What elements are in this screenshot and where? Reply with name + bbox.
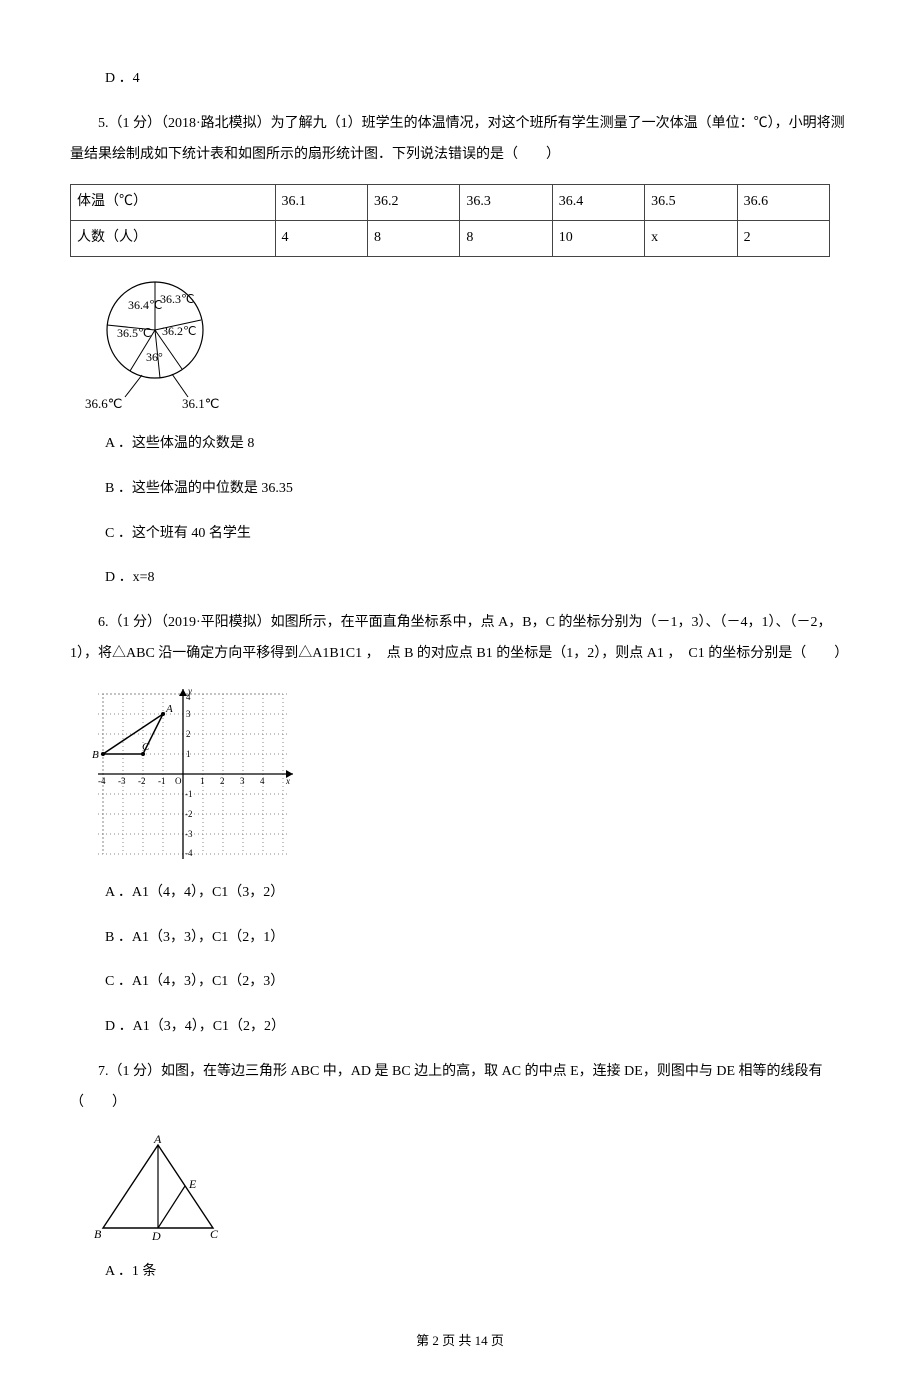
q5-table: 体温（℃） 36.1 36.2 36.3 36.4 36.5 36.6 人数（人… xyxy=(70,184,830,257)
pie-label-364: 36.4℃ xyxy=(128,298,162,312)
label-E: E xyxy=(188,1177,197,1191)
page-footer: 第 2 页 共 14 页 xyxy=(70,1327,850,1356)
q6-option-b: B ．A1（3，3），C1（2，1） xyxy=(70,923,850,954)
svg-text:-2: -2 xyxy=(185,809,193,819)
svg-text:-1: -1 xyxy=(158,776,166,786)
label-A: A xyxy=(153,1133,162,1146)
pie-label-366: 36.6℃ xyxy=(85,396,122,411)
svg-text:-2: -2 xyxy=(138,776,146,786)
q6-option-c: C ．A1（4，3），C1（2，3） xyxy=(70,967,850,998)
svg-text:3: 3 xyxy=(186,709,191,719)
svg-text:-3: -3 xyxy=(118,776,126,786)
q4-option-d: D ．4 xyxy=(70,64,850,95)
svg-text:C: C xyxy=(142,741,150,753)
svg-text:4: 4 xyxy=(260,776,265,786)
table-row: 人数（人） 4 8 8 10 x 2 xyxy=(71,221,830,257)
pie-label-363: 36.3℃ xyxy=(160,292,194,306)
th-count: 人数（人） xyxy=(71,221,276,257)
svg-text:y: y xyxy=(187,686,192,696)
table-row: 体温（℃） 36.1 36.2 36.3 36.4 36.5 36.6 xyxy=(71,185,830,221)
q7-option-a: A ．1 条 xyxy=(70,1257,850,1288)
svg-text:-1: -1 xyxy=(185,789,193,799)
svg-text:2: 2 xyxy=(220,776,225,786)
svg-text:x: x xyxy=(285,776,290,786)
q6-option-a: A ．A1（4，4），C1（3，2） xyxy=(70,878,850,909)
q5-option-a: A ．这些体温的众数是 8 xyxy=(70,429,850,460)
q7-triangle-figure: A B C D E xyxy=(88,1133,228,1243)
svg-text:O: O xyxy=(175,776,182,786)
q5-stem: 5.（1 分）（2018·路北模拟）为了解九（1）班学生的体温情况，对这个班所有… xyxy=(70,109,850,171)
q6-stem: 6.（1 分）（2019·平阳模拟）如图所示，在平面直角坐标系中，点 A，B，C… xyxy=(70,608,850,670)
svg-text:3: 3 xyxy=(240,776,245,786)
q5-option-b: B ．这些体温的中位数是 36.35 xyxy=(70,474,850,505)
q5-option-c: C ．这个班有 40 名学生 xyxy=(70,519,850,550)
q6-coordinate-grid: -4-3-2-1 1234 O 1234 -1-2-3-4 x y A B C xyxy=(88,684,298,864)
pie-label-362: 36.2℃ xyxy=(162,324,196,338)
q7-stem: 7.（1 分）如图，在等边三角形 ABC 中，AD 是 BC 边上的高，取 AC… xyxy=(70,1057,850,1119)
th-temp: 体温（℃） xyxy=(71,185,276,221)
q6-option-d: D ．A1（3，4），C1（2，2） xyxy=(70,1012,850,1043)
label-D: D xyxy=(151,1229,161,1243)
pie-label-365: 36.5℃ xyxy=(117,326,151,340)
pie-label-361: 36.1℃ xyxy=(182,396,219,411)
pie-label-36deg: 36° xyxy=(146,350,163,364)
label-C: C xyxy=(210,1227,219,1241)
svg-text:-4: -4 xyxy=(185,848,193,858)
svg-text:2: 2 xyxy=(186,729,191,739)
label-B: B xyxy=(94,1227,102,1241)
q5-option-d: D ．x=8 xyxy=(70,563,850,594)
svg-text:1: 1 xyxy=(200,776,205,786)
svg-text:-4: -4 xyxy=(98,776,106,786)
svg-text:B: B xyxy=(92,749,99,761)
svg-text:A: A xyxy=(165,703,173,715)
svg-text:-3: -3 xyxy=(185,829,193,839)
svg-text:1: 1 xyxy=(186,749,191,759)
q5-pie-chart: 36.4℃ 36.3℃ 36.2℃ 36.5℃ 36° 36.6℃ 36.1℃ xyxy=(70,265,230,415)
